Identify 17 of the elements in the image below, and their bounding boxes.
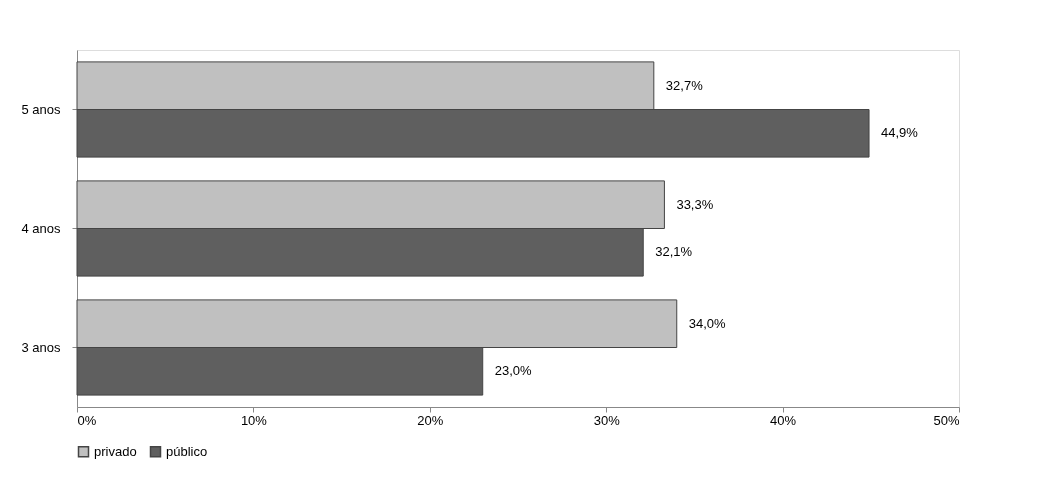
y-tick-label: 3 anos — [21, 339, 61, 355]
data-label: 33,3% — [676, 196, 714, 212]
data-label: 23,0% — [494, 363, 533, 379]
data-label: 32,7% — [665, 77, 704, 93]
data-label: 32,1% — [655, 244, 693, 260]
y-tick-label: 4 anos — [21, 220, 61, 236]
x-tick-label: 10% — [240, 412, 268, 428]
x-tick-label: 0% — [77, 412, 97, 428]
x-tick-label: 20% — [417, 412, 444, 428]
x-tick-label: 50% — [933, 412, 960, 428]
x-tick-label: 30% — [593, 412, 621, 428]
data-label: 44,9% — [881, 125, 919, 141]
y-tick-label: 5 anos — [21, 101, 61, 117]
x-tick-label: 40% — [770, 412, 797, 428]
data-label: 34,0% — [688, 315, 727, 331]
legend-label: público — [166, 443, 208, 459]
legend-label: privado — [94, 443, 137, 459]
